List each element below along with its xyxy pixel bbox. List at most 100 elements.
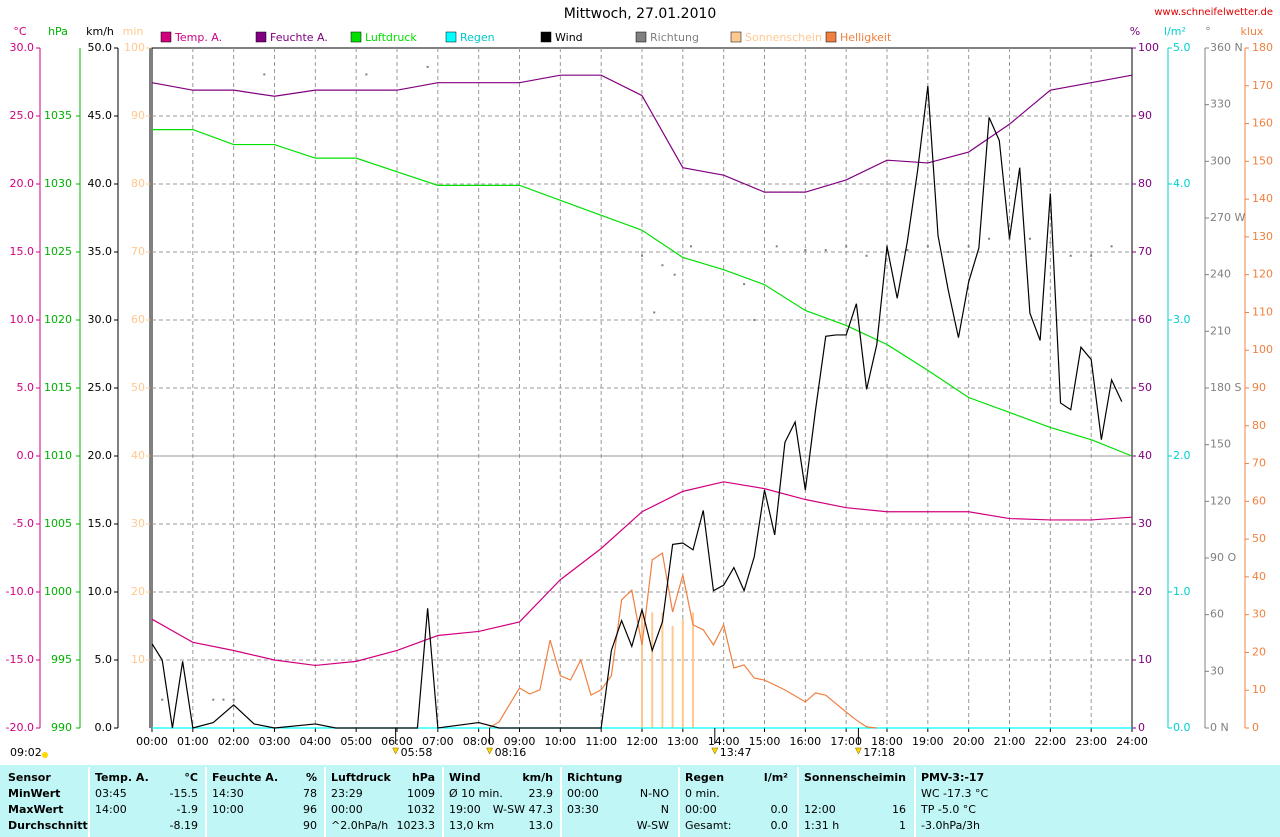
- legend-label: Regen: [460, 31, 495, 44]
- direction-dot: [824, 249, 827, 252]
- y-tick-label: 3.0: [1173, 313, 1191, 326]
- legend-swatch: [635, 31, 647, 43]
- table-cell: Gesamt:: [685, 819, 732, 832]
- x-tick-label: 00:00: [136, 735, 168, 748]
- x-tick-label: 05:00: [340, 735, 372, 748]
- axis-unit: km/h: [86, 25, 114, 38]
- direction-dot: [906, 249, 909, 252]
- legend-label: Richtung: [650, 31, 699, 44]
- y-tick-label: 130: [1252, 230, 1273, 243]
- table-cell: 23:29: [331, 787, 363, 800]
- y-tick-label: 70: [1138, 245, 1152, 258]
- y-tick-label: 40: [131, 449, 145, 462]
- row-label: Durchschnitt: [8, 819, 88, 832]
- y-tick-label: 180: [1252, 41, 1273, 54]
- y-tick-label: -15.0: [6, 653, 34, 666]
- y-tick-label: 90: [131, 109, 145, 122]
- sun-icon: [42, 752, 48, 758]
- direction-dot: [232, 698, 235, 701]
- x-tick-label: 11:00: [585, 735, 617, 748]
- direction-dot: [365, 73, 368, 76]
- y-tick-label: 10: [131, 653, 145, 666]
- direction-dot: [1069, 254, 1072, 257]
- table-cell: 00:00: [331, 803, 363, 816]
- y-tick-label: 0 N: [1210, 721, 1229, 734]
- y-tick-label: 1.0: [1173, 585, 1191, 598]
- axis-unit: %: [1130, 25, 1140, 38]
- table-unit: °C: [184, 771, 198, 784]
- direction-dot: [804, 249, 807, 252]
- table-value: N-NO: [640, 787, 669, 800]
- y-tick-label: 300: [1210, 154, 1231, 167]
- y-tick-label: 1005: [44, 517, 72, 530]
- x-tick-label: 03:00: [259, 735, 291, 748]
- direction-dot: [988, 237, 991, 240]
- legend-label: Luftdruck: [365, 31, 417, 44]
- x-tick-label: 10:00: [544, 735, 576, 748]
- y-tick-label: 1035: [44, 109, 72, 122]
- table-value: 0.0: [771, 819, 789, 832]
- y-tick-label: 100: [124, 41, 145, 54]
- direction-dot: [690, 245, 692, 248]
- direction-dot: [653, 311, 656, 314]
- table-unit: l/m²: [764, 771, 788, 784]
- y-tick-label: 45.0: [88, 109, 113, 122]
- y-tick-label: 210: [1210, 324, 1231, 337]
- y-tick-label: 240: [1210, 268, 1231, 281]
- series-line: [151, 74, 1133, 193]
- table-header: Wind: [449, 771, 481, 784]
- y-tick-label: 1025: [44, 245, 72, 258]
- legend-label: Sonnenschein: [745, 31, 822, 44]
- y-tick-label: 1020: [44, 313, 72, 326]
- y-tick-label: 50: [1138, 381, 1152, 394]
- y-tick-label: 30: [131, 517, 145, 530]
- y-tick-label: 40: [1138, 449, 1152, 462]
- direction-dot: [1028, 237, 1031, 240]
- y-tick-label: 20: [1138, 585, 1152, 598]
- table-value: -8.19: [170, 819, 198, 832]
- y-tick-label: 330: [1210, 98, 1231, 111]
- table-value: 1023.3: [397, 819, 436, 832]
- direction-dot: [263, 73, 266, 76]
- table-value: 0.0: [771, 803, 789, 816]
- table-cell: 10:00: [212, 803, 244, 816]
- table-header: Richtung: [567, 771, 622, 784]
- table-value: -15.5: [170, 787, 198, 800]
- direction-dot: [1049, 241, 1052, 244]
- table-header: Feuchte A.: [212, 771, 278, 784]
- y-tick-label: 150: [1210, 438, 1231, 451]
- table-background: [0, 765, 1280, 837]
- y-tick-label: 0: [1138, 721, 1145, 734]
- y-tick-label: 110: [1252, 305, 1273, 318]
- x-tick-label: 20:00: [953, 735, 985, 748]
- y-tick-label: 20.0: [88, 449, 113, 462]
- y-tick-label: 360 N: [1210, 41, 1243, 54]
- table-value: W-SW: [637, 819, 669, 832]
- table-value: 96: [303, 803, 317, 816]
- y-tick-label: 990: [51, 721, 72, 734]
- y-tick-label: 90 O: [1210, 551, 1236, 564]
- table-cell: -3.0hPa/3h: [921, 819, 980, 832]
- x-tick-label: 02:00: [218, 735, 250, 748]
- x-tick-label: 01:00: [177, 735, 209, 748]
- y-tick-label: 15.0: [10, 245, 35, 258]
- direction-dot: [865, 254, 868, 257]
- x-tick-label: 15:00: [749, 735, 781, 748]
- y-tick-label: 60: [131, 313, 145, 326]
- y-tick-label: 10.0: [10, 313, 35, 326]
- y-tick-label: 1000: [44, 585, 72, 598]
- direction-dot: [1110, 245, 1113, 248]
- x-tick-label: 07:00: [422, 735, 454, 748]
- table-cell: Ø 10 min.: [449, 787, 503, 800]
- direction-dot: [967, 245, 970, 248]
- row-label: MaxWert: [8, 803, 63, 816]
- chart-title: Mittwoch, 27.01.2010: [564, 6, 717, 22]
- x-tick-label: 17:00: [830, 735, 862, 748]
- table-cell: 14:00: [95, 803, 127, 816]
- table-cell: 00:00: [685, 803, 717, 816]
- direction-dot: [661, 264, 664, 267]
- legend-swatch: [255, 31, 267, 43]
- direction-dot: [753, 319, 756, 321]
- table-unit: min: [883, 771, 906, 784]
- direction-dot: [161, 698, 164, 701]
